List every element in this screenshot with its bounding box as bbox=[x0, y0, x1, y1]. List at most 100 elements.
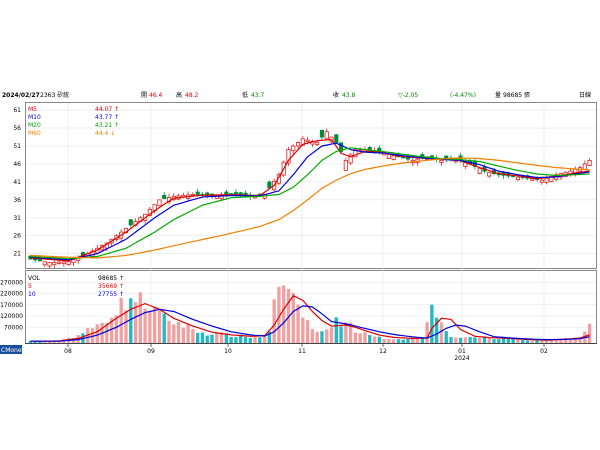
candle-body bbox=[52, 261, 57, 266]
volume-bar bbox=[315, 331, 319, 343]
volume-bar bbox=[535, 339, 539, 343]
legend-vol-label: VOL bbox=[28, 275, 41, 282]
ma-m5-line bbox=[30, 138, 590, 262]
volume-bar bbox=[47, 341, 52, 343]
price-tick-label: 56 bbox=[13, 125, 21, 132]
legend-m10-value: 43.77 ↑ bbox=[95, 114, 119, 121]
high-label: 高 bbox=[176, 92, 183, 99]
volume-bar bbox=[344, 322, 348, 343]
low-label: 低 bbox=[242, 92, 249, 99]
volume-bar bbox=[363, 332, 367, 343]
price-tick-label: 36 bbox=[13, 197, 21, 204]
open-label: 開 bbox=[141, 92, 148, 99]
volume-bar bbox=[368, 335, 372, 343]
volume-bar bbox=[506, 337, 511, 343]
volume-bar bbox=[391, 339, 396, 343]
volume-bar bbox=[406, 338, 410, 343]
price-tick-label: 31 bbox=[13, 215, 21, 222]
legend-vol10-value: 27755 ↑ bbox=[98, 291, 124, 298]
change-percent: (-4.47%) bbox=[450, 92, 476, 99]
volume-bar bbox=[291, 292, 295, 343]
candle-body bbox=[56, 261, 62, 264]
volume-bar bbox=[205, 335, 209, 343]
volume-tick-label: 220000 bbox=[0, 291, 23, 298]
candle-body bbox=[61, 261, 66, 264]
volume-bar bbox=[196, 332, 200, 343]
volume-bar bbox=[38, 341, 42, 343]
volume-bar bbox=[449, 337, 453, 343]
legend-m60-value: 44.4 ↓ bbox=[95, 130, 115, 137]
candle-body bbox=[334, 134, 339, 143]
volume-bar bbox=[329, 327, 334, 343]
volume-bar bbox=[468, 336, 472, 343]
volume-bar bbox=[301, 317, 305, 343]
candle-body bbox=[338, 142, 344, 152]
low-value: 43.7 bbox=[251, 92, 265, 99]
volume-bar bbox=[511, 338, 515, 343]
year-tick-label: 2024 bbox=[454, 355, 469, 362]
legend-m60-label: M60 bbox=[28, 130, 41, 137]
month-tick-label: 08 bbox=[64, 348, 72, 355]
brand-badge[interactable] bbox=[0, 345, 22, 354]
volume-bar bbox=[587, 323, 592, 343]
volume-bar bbox=[387, 339, 391, 343]
candle-body bbox=[295, 142, 301, 147]
legend-vol10-label: 10 bbox=[28, 291, 36, 298]
month-tick-label: 10 bbox=[224, 348, 232, 355]
month-tick-label: 02 bbox=[540, 348, 548, 355]
volume-bar bbox=[243, 336, 248, 343]
month-tick-label: 12 bbox=[379, 348, 387, 355]
volume-bar bbox=[262, 334, 267, 343]
volume-bar bbox=[482, 336, 487, 343]
legend-vol5-value: 35669 ↑ bbox=[98, 283, 124, 290]
volume-bar bbox=[162, 313, 166, 343]
volume-bar bbox=[167, 320, 171, 343]
candle-body bbox=[291, 145, 296, 152]
open-value: 46.4 bbox=[149, 92, 163, 99]
volume-bar bbox=[124, 310, 128, 343]
candle-body bbox=[582, 163, 587, 170]
candle-body bbox=[47, 262, 52, 267]
candle-body bbox=[544, 177, 549, 183]
candle-body bbox=[319, 129, 325, 138]
volume-bar bbox=[148, 311, 152, 343]
candle-body bbox=[358, 149, 363, 151]
candle-body bbox=[391, 155, 396, 160]
candle-body bbox=[515, 176, 520, 181]
volume-bar bbox=[382, 339, 386, 343]
volume-bar bbox=[544, 339, 549, 343]
volume-bar bbox=[95, 324, 99, 343]
candle-body bbox=[157, 199, 162, 207]
legend-m20-label: M20 bbox=[28, 122, 41, 129]
volume-bar bbox=[176, 322, 181, 343]
volume-bar bbox=[310, 329, 315, 343]
candle-body bbox=[305, 139, 310, 142]
volume-bar bbox=[229, 336, 233, 343]
volume-bar bbox=[458, 337, 463, 343]
volume-bar bbox=[320, 331, 324, 343]
volume-bar bbox=[434, 317, 439, 343]
volume-bar bbox=[497, 339, 501, 343]
volume-bar bbox=[516, 339, 520, 343]
volume-bar bbox=[210, 334, 214, 343]
volume-bar bbox=[559, 338, 563, 343]
candle-body bbox=[367, 147, 372, 151]
candle-body bbox=[487, 171, 492, 177]
volume-bar bbox=[396, 339, 401, 343]
volume-bar bbox=[454, 337, 458, 343]
candle-body bbox=[530, 178, 535, 181]
volume-bar bbox=[530, 340, 534, 343]
period-label[interactable]: 日線 bbox=[579, 92, 592, 99]
legend-m10-label: M10 bbox=[28, 114, 41, 121]
volume-bar bbox=[411, 337, 415, 343]
candle-body bbox=[477, 168, 482, 174]
volume-bar bbox=[478, 337, 482, 343]
vol-ma-10-line bbox=[30, 305, 590, 342]
volume-bar bbox=[119, 297, 123, 343]
volume-bar bbox=[224, 333, 229, 343]
ma-m60-line bbox=[30, 157, 590, 259]
volume-bar bbox=[129, 298, 133, 343]
candle-body bbox=[386, 154, 391, 159]
candle-body bbox=[315, 142, 320, 145]
